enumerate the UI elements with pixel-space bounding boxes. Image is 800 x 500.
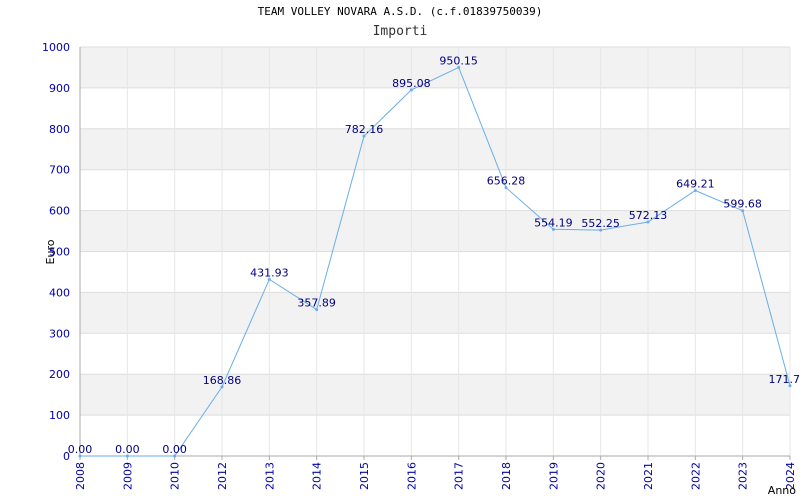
grid-lines bbox=[79, 46, 791, 457]
data-point bbox=[315, 308, 319, 312]
x-tick-label: 2009 bbox=[121, 462, 134, 490]
x-tick-label: 2023 bbox=[737, 462, 750, 490]
data-label: 0.00 bbox=[115, 443, 140, 456]
x-tick-label: 2021 bbox=[642, 462, 655, 490]
x-tick-label: 2014 bbox=[311, 462, 324, 490]
data-point bbox=[551, 227, 555, 231]
data-point bbox=[599, 228, 603, 232]
x-tick-label: 2024 bbox=[784, 462, 797, 490]
y-tick-label: 1000 bbox=[42, 41, 70, 54]
y-tick-label: 700 bbox=[49, 164, 70, 177]
x-tick-label: 2018 bbox=[500, 462, 513, 490]
y-axis-label: Euro bbox=[44, 239, 57, 264]
y-tick-label: 800 bbox=[49, 123, 70, 136]
grid-band bbox=[80, 292, 790, 334]
data-label: 357.89 bbox=[297, 297, 336, 310]
data-point bbox=[78, 454, 82, 458]
data-label: 649.21 bbox=[676, 177, 715, 190]
y-tick-label: 0 bbox=[63, 450, 70, 463]
y-tick-label: 400 bbox=[49, 286, 70, 299]
data-point bbox=[504, 186, 508, 190]
data-label: 599.68 bbox=[723, 198, 762, 211]
y-tick-label: 100 bbox=[49, 409, 70, 422]
x-tick-label: 2008 bbox=[74, 462, 87, 490]
data-point bbox=[362, 134, 366, 138]
x-tick-label: 2019 bbox=[547, 462, 560, 490]
data-label: 168.86 bbox=[203, 374, 242, 387]
x-tick-labels: 2008 2009 2010 2012 2013 2014 2015 2016 2017 2018… bbox=[74, 456, 797, 490]
data-point bbox=[125, 454, 129, 458]
y-tick-labels: 0 100 200 300 400 500 600 700 800 900 1000 bbox=[42, 41, 70, 463]
data-labels: 0.00 0.00 0.00 168.86 431.93 357.89 782.16 895.… bbox=[68, 54, 800, 456]
chart-title: TEAM VOLLEY NOVARA A.S.D. (c.f.018397500… bbox=[257, 5, 543, 18]
grid-band bbox=[80, 210, 790, 252]
grid-band bbox=[80, 128, 790, 170]
y-tick-label: 900 bbox=[49, 82, 70, 95]
data-label: 554.19 bbox=[534, 216, 573, 229]
x-axis-label: Anno bbox=[768, 484, 796, 497]
data-label: 656.28 bbox=[487, 175, 526, 188]
data-label: 0.00 bbox=[68, 443, 93, 456]
x-tick-label: 2010 bbox=[169, 462, 182, 490]
chart-subtitle: Importi bbox=[372, 24, 428, 39]
x-tick-label: 2012 bbox=[216, 462, 229, 490]
x-tick-label: 2015 bbox=[358, 462, 371, 490]
data-label: 0.00 bbox=[162, 443, 187, 456]
data-label: 895.08 bbox=[392, 77, 431, 90]
data-point bbox=[409, 88, 413, 92]
x-tick-label: 2020 bbox=[595, 462, 608, 490]
x-tick-label: 2022 bbox=[689, 462, 702, 490]
data-point bbox=[646, 220, 650, 224]
y-tick-label: 200 bbox=[49, 368, 70, 381]
data-point bbox=[173, 454, 177, 458]
x-tick-label: 2017 bbox=[453, 462, 466, 490]
y-tick-label: 600 bbox=[49, 205, 70, 218]
y-tick-label: 300 bbox=[49, 327, 70, 340]
data-label: 782.16 bbox=[345, 123, 384, 136]
data-point bbox=[220, 385, 224, 389]
data-point bbox=[788, 384, 792, 388]
data-label: 950.15 bbox=[439, 54, 478, 67]
data-point bbox=[693, 188, 697, 192]
grid-band bbox=[80, 374, 790, 416]
series-line-group bbox=[78, 65, 792, 458]
data-point bbox=[741, 209, 745, 213]
data-point bbox=[267, 277, 271, 281]
data-label: 431.93 bbox=[250, 266, 289, 279]
series-line bbox=[80, 66, 791, 457]
grid-band bbox=[80, 47, 790, 88]
data-label: 171.7 bbox=[769, 373, 800, 386]
x-tick-label: 2016 bbox=[405, 462, 418, 490]
y-tick-label: 500 bbox=[49, 246, 70, 259]
grid-bands bbox=[80, 47, 790, 416]
data-label: 552.25 bbox=[581, 217, 620, 230]
data-point bbox=[457, 65, 461, 69]
axes bbox=[79, 47, 790, 457]
data-label: 572.13 bbox=[629, 209, 668, 222]
x-tick-label: 2013 bbox=[263, 462, 276, 490]
